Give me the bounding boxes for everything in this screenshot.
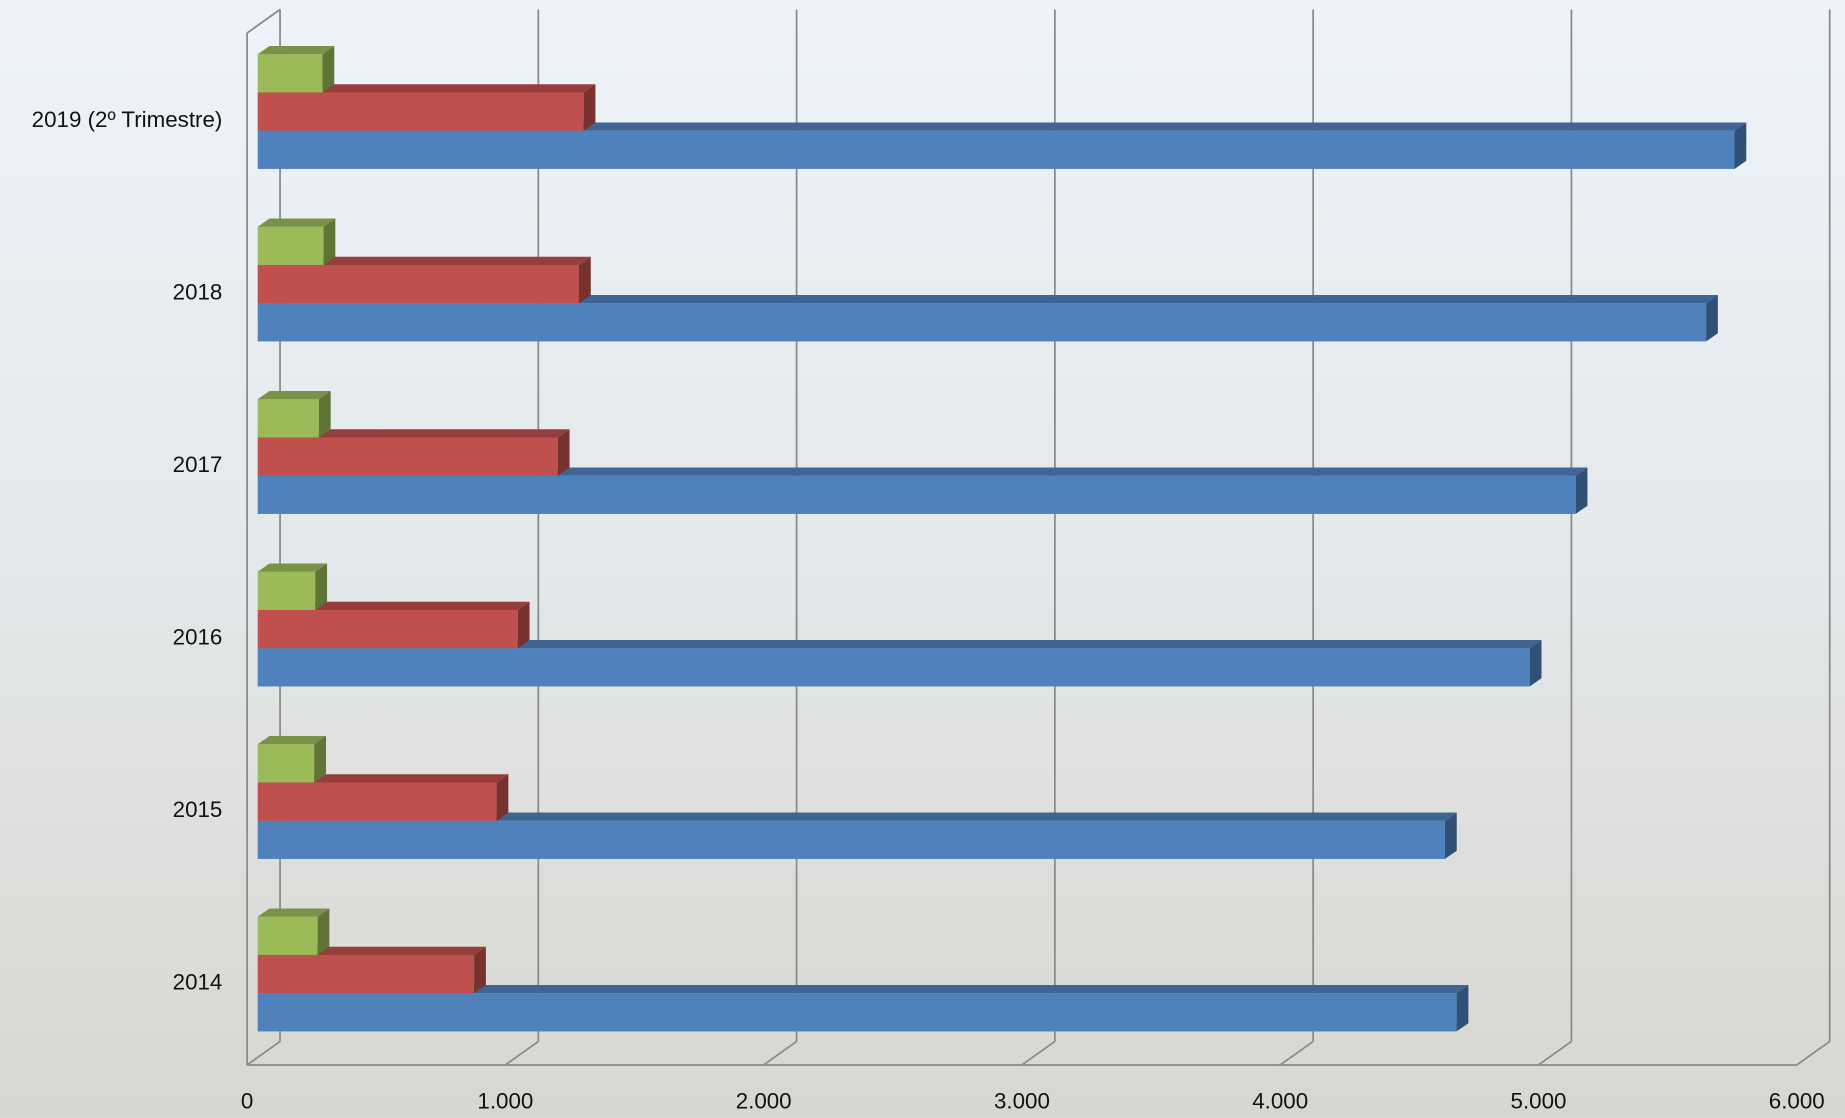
bar: [258, 92, 584, 130]
y-tick-label: 2019 (2º Trimestre): [32, 107, 223, 132]
x-tick-label: 0: [241, 1089, 253, 1114]
bar: [258, 54, 323, 92]
y-tick-label: 2016: [173, 625, 223, 650]
bar: [258, 782, 497, 820]
bar-top: [258, 391, 331, 399]
x-tick-label: 6.000: [1769, 1089, 1825, 1114]
bar: [258, 648, 1530, 686]
y-tick-label: 2014: [173, 970, 223, 995]
bar: [258, 227, 324, 265]
bar: [258, 917, 318, 955]
y-tick-label: 2017: [173, 452, 223, 477]
chart: 0 1.000 2.000 3.000 4.000 5.000 6.000 2014 2015 2…: [0, 0, 1845, 1118]
bar: [258, 572, 316, 610]
bar-top: [258, 736, 326, 744]
x-tick-label: 4.000: [1252, 1089, 1308, 1114]
x-tick-label: 3.000: [994, 1089, 1050, 1114]
bar: [258, 955, 474, 993]
bar: [258, 303, 1706, 341]
bar: [258, 821, 1445, 859]
bar: [258, 744, 315, 782]
page: {"chart_data": { "type": "bar3d", "orien…: [0, 0, 1845, 1118]
bar: [258, 993, 1457, 1031]
bar-top: [258, 908, 330, 916]
x-tick-label: 2.000: [736, 1089, 792, 1114]
y-tick-label: 2015: [173, 797, 223, 822]
x-tick-label: 1.000: [477, 1089, 533, 1114]
bar-top: [258, 218, 336, 226]
bar: [258, 131, 1735, 169]
bar-top: [258, 563, 327, 571]
bar: [258, 265, 579, 303]
bar: [258, 437, 558, 475]
bar: [258, 399, 319, 437]
bar: [258, 476, 1576, 514]
y-tick-label: 2018: [173, 280, 223, 305]
bar: [258, 610, 518, 648]
bar-top: [258, 46, 335, 54]
x-tick-label: 5.000: [1511, 1089, 1567, 1114]
